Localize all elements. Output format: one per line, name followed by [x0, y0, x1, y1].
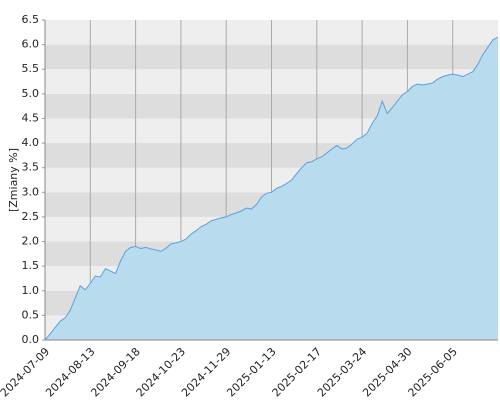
line [44, 36, 499, 341]
y-tick-label: 0.0 [22, 333, 40, 346]
y-tick-label: 6.5 [22, 13, 40, 26]
x-tick-label: 2025-06-05 [406, 345, 460, 399]
y-tick-label: 1.0 [22, 284, 40, 297]
area [45, 37, 498, 340]
y-tick-label: 3.0 [22, 185, 40, 198]
y-tick-label: 4.5 [22, 111, 40, 124]
y-axis-label: [Zmiany %] [7, 148, 20, 212]
y-tick-label: 3.5 [22, 161, 40, 174]
y-tick-label: 4.0 [22, 136, 40, 149]
y-tick-label: 1.5 [22, 259, 40, 272]
y-tick-label: 0.5 [22, 308, 40, 321]
y-tick-label: 5.5 [22, 62, 40, 75]
y-tick-label: 6.0 [22, 38, 40, 51]
y-tick-label: 5.0 [22, 87, 40, 100]
y-tick-label: 2.5 [22, 210, 40, 223]
y-tick-label: 2.0 [22, 235, 40, 248]
